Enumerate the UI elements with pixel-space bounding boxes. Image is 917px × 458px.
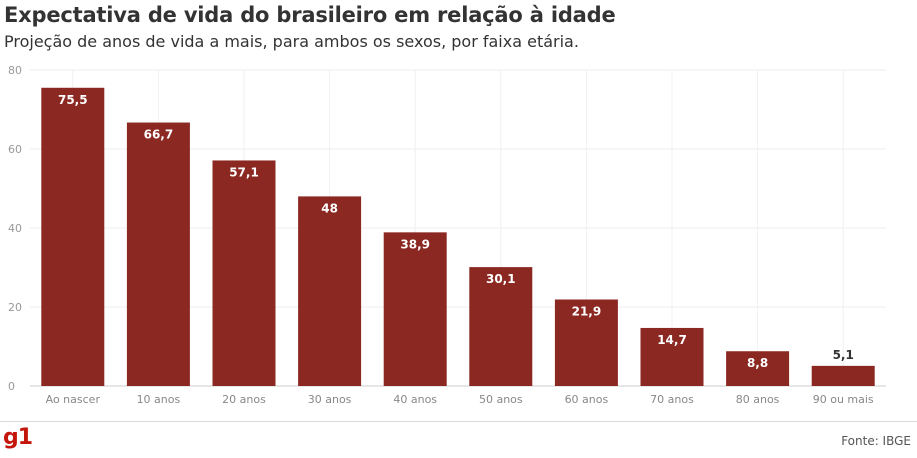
x-tick-label: 30 anos <box>308 393 352 406</box>
data-label: 38,9 <box>400 237 430 251</box>
bar <box>298 196 362 386</box>
bar <box>383 232 447 386</box>
data-label: 14,7 <box>657 333 687 347</box>
x-tick-label: 40 anos <box>393 393 437 406</box>
x-tick-label: 20 anos <box>222 393 266 406</box>
x-tick-label: 70 anos <box>650 393 694 406</box>
bar <box>640 327 704 386</box>
data-label: 5,1 <box>833 348 854 362</box>
bar <box>726 351 790 386</box>
y-tick-label: 0 <box>8 380 15 393</box>
bar <box>469 267 533 386</box>
y-tick-label: 80 <box>8 64 22 77</box>
x-tick-label: 50 anos <box>479 393 523 406</box>
data-label: 48 <box>321 201 338 215</box>
data-label: 30,1 <box>486 272 516 286</box>
bar <box>126 122 190 386</box>
data-label: 8,8 <box>747 356 768 370</box>
x-tick-label: 10 anos <box>137 393 181 406</box>
source-note: Fonte: IBGE <box>841 434 911 448</box>
g1-logo[interactable]: g1 <box>3 425 33 450</box>
x-tick-label: 90 ou mais <box>813 393 874 406</box>
y-tick-label: 20 <box>8 301 22 314</box>
footer-divider <box>0 421 917 422</box>
data-label: 21,9 <box>572 304 602 318</box>
bar <box>212 160 276 386</box>
y-tick-label: 60 <box>8 143 22 156</box>
data-label: 75,5 <box>58 93 88 107</box>
bar <box>811 365 875 386</box>
x-tick-label: Ao nascer <box>46 393 101 406</box>
y-tick-label: 40 <box>8 222 22 235</box>
chart-subtitle: Projeção de anos de vida a mais, para am… <box>4 32 579 51</box>
bar <box>41 87 105 387</box>
bar <box>554 299 618 386</box>
x-tick-label: 80 anos <box>736 393 780 406</box>
data-label: 66,7 <box>144 128 174 142</box>
chart-title: Expectativa de vida do brasileiro em rel… <box>4 3 616 27</box>
x-tick-label: 60 anos <box>565 393 609 406</box>
data-label: 57,1 <box>229 165 259 179</box>
